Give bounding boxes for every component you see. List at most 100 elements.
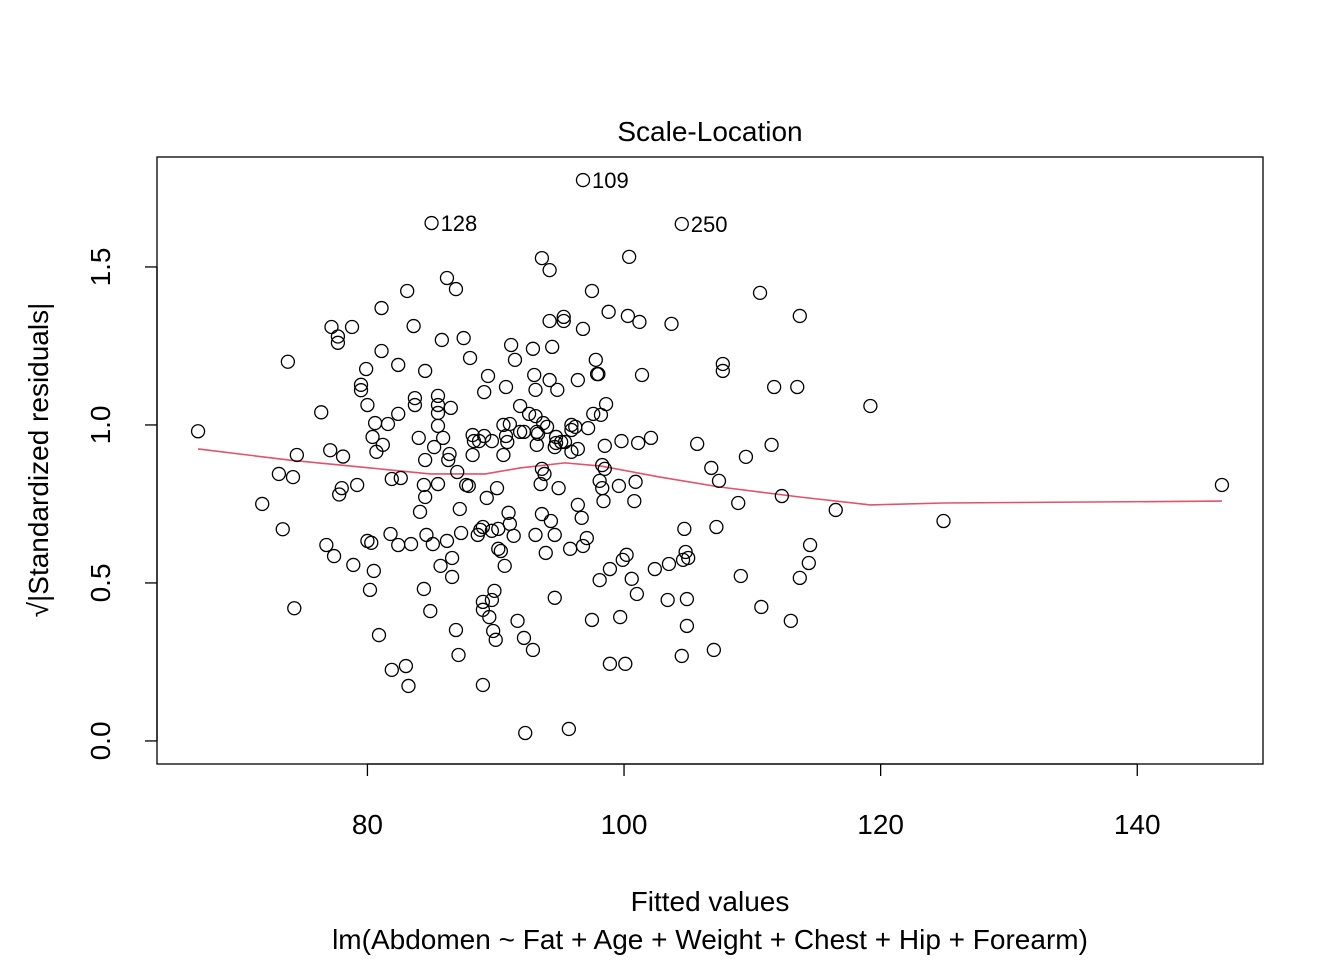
data-point [502,416,517,432]
data-point [346,557,361,573]
data-point [484,592,500,608]
data-point [350,477,365,493]
data-point [319,537,334,553]
data-point [412,504,428,519]
point-labels-group: 128 109 250 [441,168,728,237]
data-point [754,599,769,615]
data-point [584,612,600,628]
data-point [506,528,521,544]
data-point [542,372,557,388]
data-point [406,318,421,334]
data-point [430,397,446,413]
data-point [510,613,525,629]
data-point [450,464,465,480]
data-point [498,379,514,395]
data-point [326,548,342,564]
data-point [534,506,550,522]
data-point [564,422,579,438]
data-point [512,424,528,440]
data-point [783,613,798,629]
data-point [802,537,818,553]
data-point [393,470,408,486]
x-tick-label: 140 [1114,809,1161,840]
data-point [452,501,467,517]
data-point [738,449,754,465]
data-point [647,561,662,577]
data-point [391,406,406,422]
data-point [611,478,627,494]
data-point [330,329,346,344]
data-point [484,523,500,538]
smoother-line [197,448,1222,506]
data-point [383,526,398,542]
data-point [366,563,381,579]
data-point [556,309,571,325]
data-point [335,449,351,464]
data-point [602,561,618,577]
data-point [493,543,509,559]
x-tick-label: 100 [601,809,648,840]
data-point [489,480,505,496]
data-point [674,648,689,664]
data-point [332,487,347,502]
data-point [344,319,360,335]
data-point [255,496,270,512]
data-point [475,594,491,610]
data-point [543,513,559,529]
data-point [542,262,557,278]
data-point [733,568,748,584]
data-point [419,527,434,543]
data-point [453,525,469,541]
chart-title: Scale-Location [617,116,802,147]
data-point [534,250,550,266]
data-point [334,480,349,496]
data-point [465,447,480,463]
data-point [575,172,591,188]
data-point [391,537,406,553]
data-point [562,541,578,556]
data-point [556,313,571,329]
data-point [448,622,464,638]
data-point [629,586,645,602]
data-point [601,304,616,319]
data-point [475,677,491,693]
data-point [275,522,290,537]
data-point [416,477,432,493]
data-point [500,434,515,450]
data-point [330,335,346,350]
data-point [418,452,433,468]
data-point [360,397,375,413]
data-point [448,281,464,297]
data-point [491,541,506,556]
data-point [403,536,419,552]
data-point [622,249,637,265]
data-point [398,658,414,674]
data-point [462,350,478,366]
data-point [602,656,618,671]
data-point [615,552,630,568]
data-point [681,550,696,566]
data-point [561,721,577,737]
data-point [473,522,488,538]
data-point [575,538,591,554]
data-point [496,417,511,433]
model-formula-subtitle: lm(Abdomen ~ Fat + Age + Weight + Chest … [332,924,1088,955]
data-point [521,406,537,422]
data-point [774,488,790,504]
data-point [570,497,585,513]
data-point [439,533,455,549]
data-point [537,466,552,482]
data-point [456,330,471,346]
data-point [548,429,564,445]
data-point [484,433,500,449]
data-point [190,424,206,439]
data-point [624,571,639,586]
data-point [503,337,519,353]
data-point [547,527,562,543]
data-point [374,343,389,359]
data-point [384,662,399,677]
data-point [592,473,607,489]
data-point [664,316,679,331]
data-point [525,341,541,356]
data-point [407,397,423,413]
